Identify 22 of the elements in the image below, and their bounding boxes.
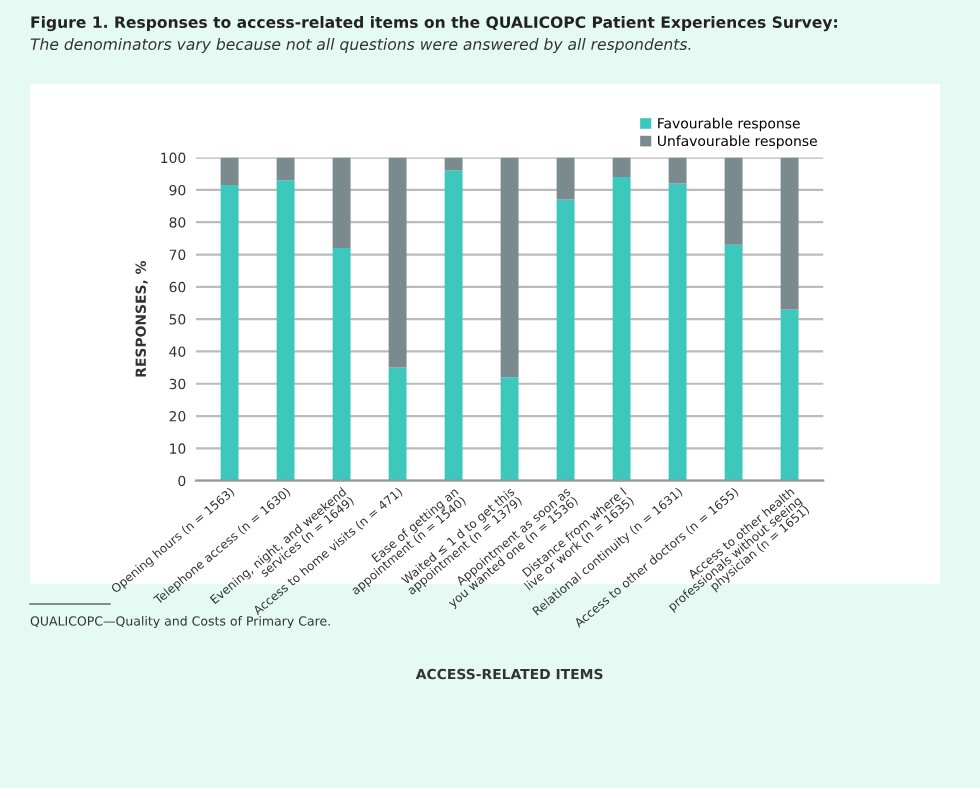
- bar: [388, 367, 407, 481]
- bar: [444, 170, 463, 481]
- bar: [500, 157, 519, 378]
- bar: [388, 157, 407, 368]
- bar: [724, 244, 743, 481]
- bar: [556, 199, 575, 481]
- bar: [668, 157, 687, 184]
- bar: [612, 157, 631, 177]
- bar: [556, 157, 575, 200]
- bar: [668, 183, 687, 481]
- bar: [780, 309, 799, 481]
- bar: [332, 248, 351, 481]
- bar: [780, 157, 799, 310]
- bar: [612, 176, 631, 481]
- bar: [220, 185, 239, 481]
- bar: [332, 157, 351, 249]
- bar: [276, 180, 295, 481]
- bar: [276, 157, 295, 181]
- bar: [444, 157, 463, 171]
- bar: [500, 377, 519, 481]
- bar: [724, 157, 743, 245]
- bar: [220, 157, 239, 186]
